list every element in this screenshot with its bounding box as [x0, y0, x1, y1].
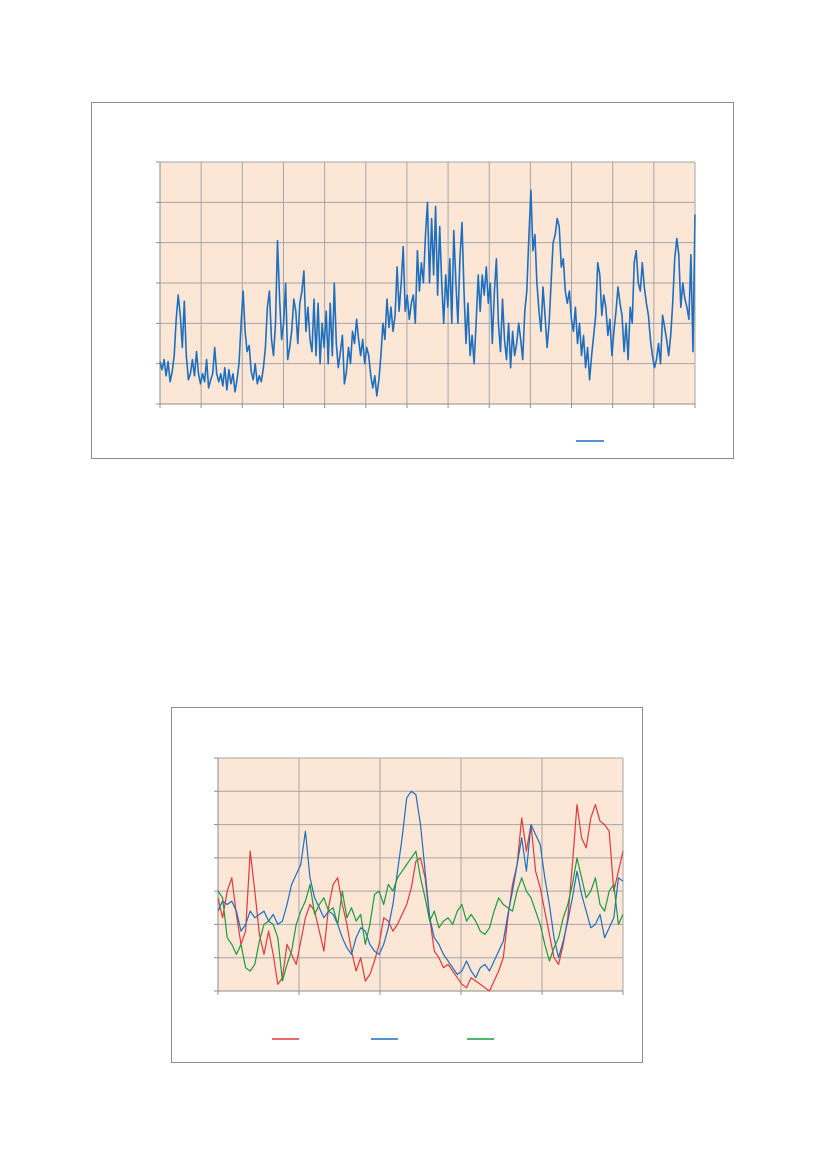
series-line-1	[159, 189, 696, 397]
series-line-1	[217, 804, 624, 992]
chart-1-frame	[91, 102, 734, 459]
chart-1-plot	[156, 161, 696, 442]
chart-2-frame	[171, 707, 643, 1063]
series-line-3	[217, 850, 624, 982]
chart-2-plot	[214, 757, 624, 1040]
